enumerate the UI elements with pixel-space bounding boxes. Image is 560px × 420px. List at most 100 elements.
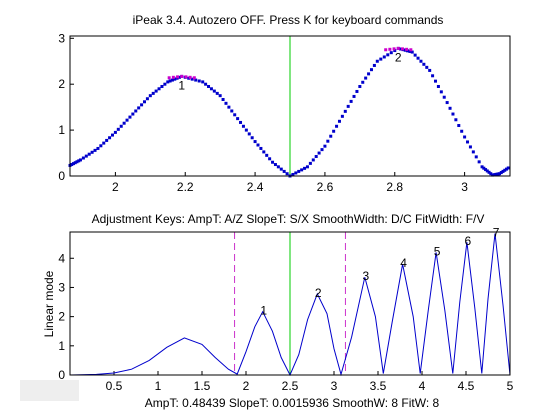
peak-label: 1: [178, 78, 185, 92]
data-point: [466, 140, 470, 144]
data-point: [218, 94, 222, 98]
data-point: [145, 97, 149, 101]
bottom-title: Adjustment Keys: AmpT: A/Z SlopeT: S/X S…: [92, 212, 485, 226]
data-point: [425, 65, 429, 69]
data-point: [151, 91, 155, 95]
data-point: [247, 132, 251, 136]
data-point: [148, 94, 152, 98]
data-point: [110, 133, 114, 137]
y-tick-label: 0: [58, 368, 65, 382]
data-point: [204, 82, 208, 86]
data-point: [320, 148, 324, 152]
peak-point: [188, 75, 192, 79]
data-point: [194, 78, 198, 82]
data-point: [113, 130, 117, 134]
data-point: [268, 157, 272, 161]
data-point: [119, 124, 123, 128]
signal-line: [69, 233, 511, 377]
data-point: [463, 135, 467, 139]
data-point: [314, 154, 318, 158]
data-point: [78, 158, 82, 162]
data-point: [308, 161, 312, 165]
data-point: [375, 59, 379, 63]
data-point: [372, 63, 376, 67]
data-point: [399, 47, 403, 51]
data-point: [279, 167, 283, 171]
data-point: [439, 90, 443, 94]
data-point: [197, 79, 201, 83]
x-tick-label: 2.2: [177, 180, 194, 194]
x-tick-label: 4.5: [458, 379, 475, 393]
data-point: [102, 141, 106, 145]
data-point: [352, 94, 356, 98]
data-point: [212, 89, 216, 93]
peak-point: [400, 47, 404, 51]
peak-point: [396, 46, 400, 50]
data-point: [163, 82, 167, 86]
data-point: [382, 55, 386, 59]
data-point: [166, 80, 170, 84]
data-point: [300, 168, 304, 172]
data-point: [190, 77, 194, 81]
data-point: [471, 150, 475, 154]
top-plot: 2 2.2 2.4 2.6 2.8 3 0 1 2 3 1 2: [58, 31, 510, 194]
data-point: [434, 79, 438, 83]
data-point: [128, 115, 132, 119]
status-box[interactable]: [20, 380, 79, 401]
data-point: [445, 101, 449, 105]
data-point: [291, 172, 295, 176]
data-point: [323, 144, 327, 148]
data-point: [137, 106, 141, 110]
peak-point: [192, 76, 196, 80]
x-tick-label: 2.5: [282, 379, 299, 393]
status-bar: AmpT: 0.48439 SlopeT: 0.0015936 SmoothW:…: [145, 396, 440, 410]
data-point: [294, 171, 298, 175]
data-point: [93, 148, 97, 152]
data-point: [506, 166, 510, 170]
data-point: [233, 113, 237, 117]
data-point: [454, 118, 458, 122]
data-point: [457, 124, 461, 128]
data-point: [460, 129, 464, 133]
data-point: [332, 129, 336, 133]
data-point: [157, 87, 161, 91]
data-point: [105, 138, 109, 142]
data-point: [142, 100, 146, 104]
y-tick-label: 2: [58, 77, 65, 91]
data-point: [271, 160, 275, 164]
x-tick-label: 3: [331, 379, 338, 393]
data-point: [273, 163, 277, 167]
bottom-y-label: Linear mode: [42, 270, 56, 337]
data-point: [358, 84, 362, 88]
data-point: [81, 156, 85, 160]
data-point: [487, 170, 491, 174]
y-tick-label: 4: [58, 251, 65, 265]
peak-point: [171, 75, 175, 79]
data-point: [160, 84, 164, 88]
x-tick-label: 1: [155, 379, 162, 393]
data-point: [343, 109, 347, 113]
data-point: [335, 124, 339, 128]
data-point: [125, 118, 129, 122]
data-point: [241, 124, 245, 128]
peak-point: [184, 75, 188, 79]
data-point: [482, 166, 486, 170]
data-point: [207, 84, 211, 88]
data-point: [227, 105, 231, 109]
data-point: [499, 171, 503, 175]
data-point: [282, 169, 286, 173]
data-point: [77, 159, 81, 163]
data-point: [311, 158, 315, 162]
data-point: [75, 160, 79, 164]
data-point: [451, 112, 455, 116]
y-tick-label: 3: [58, 280, 65, 294]
top-plot-frame: [69, 35, 511, 177]
data-point: [505, 167, 509, 171]
data-point: [498, 172, 502, 176]
x-tick-label: 4: [419, 379, 426, 393]
data-point: [448, 106, 452, 110]
data-point: [108, 136, 112, 140]
data-point: [122, 121, 126, 125]
data-point: [84, 154, 88, 158]
